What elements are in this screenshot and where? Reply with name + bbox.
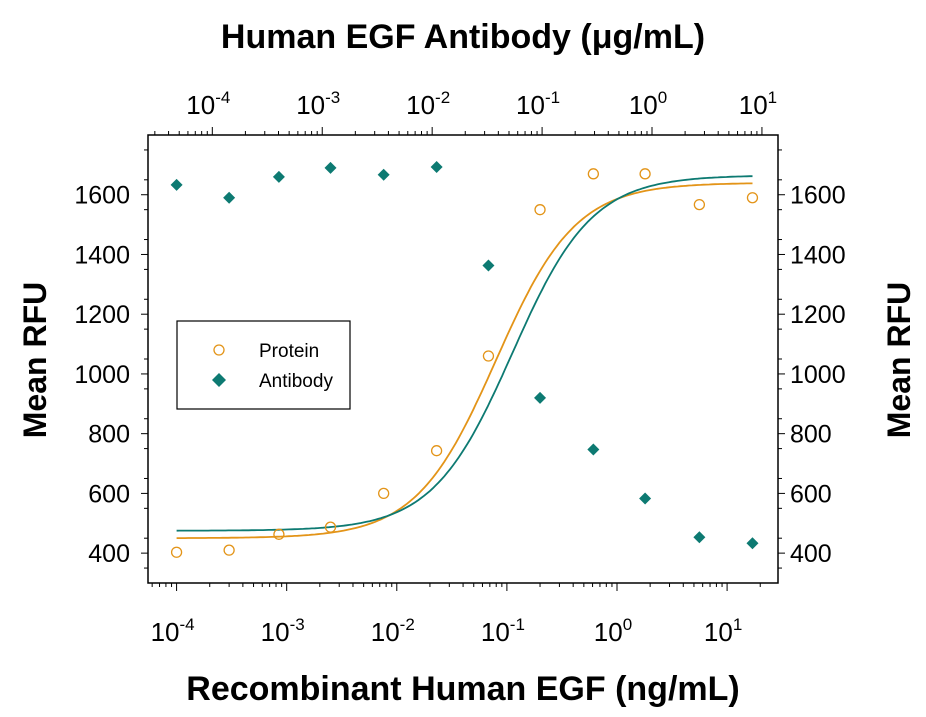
y-tick-label-right: 1600: [790, 182, 846, 210]
data-point-antibody: [587, 443, 600, 456]
data-point-antibody: [272, 170, 285, 183]
legend-box: [176, 320, 351, 410]
fit-curve-antibody: [176, 175, 753, 532]
data-point-protein: [639, 168, 651, 180]
y-axis-title-right: Mean RFU: [881, 282, 917, 438]
top-x-tick-label: 10-1: [516, 88, 560, 120]
y-tick-label-left: 400: [88, 540, 130, 568]
data-point-antibody: [324, 161, 337, 174]
data-point-protein: [378, 487, 390, 500]
x-tick-label: 10-2: [371, 615, 415, 647]
data-point-antibody: [430, 160, 443, 173]
data-point-protein: [170, 546, 183, 558]
data-point-protein: [482, 350, 495, 362]
data-point-protein: [693, 198, 706, 211]
top-x-tick-label: 10-3: [296, 88, 340, 120]
x-tick-label: 10-4: [151, 615, 195, 647]
top-x-tick-label: 100: [629, 88, 667, 120]
y-tick-label-right: 800: [790, 421, 832, 449]
y-tick-label-right: 1400: [790, 241, 846, 269]
data-point-antibody: [534, 391, 547, 404]
y-tick-label-left: 1200: [74, 301, 130, 329]
y-tick-label-left: 1600: [74, 182, 130, 210]
legend-label-antibody: Antibody: [259, 371, 333, 392]
x-tick-label: 10-1: [481, 615, 525, 647]
y-tick-label-right: 600: [790, 480, 832, 508]
x-axis-title: Recombinant Human EGF (ng/mL): [186, 670, 739, 708]
data-point-protein: [324, 521, 337, 533]
data-point-protein: [273, 528, 285, 540]
legend-label-protein: Protein: [259, 341, 319, 362]
legend-marker-antibody: [212, 373, 226, 387]
data-point-protein: [534, 204, 546, 216]
data-point-protein: [223, 544, 235, 556]
fit-curve-protein: [176, 182, 753, 539]
x-tick-label: 10-3: [261, 615, 305, 647]
y-tick-label-right: 400: [790, 540, 832, 568]
top-axis-title: Human EGF Antibody (μg/mL): [221, 18, 705, 56]
y-tick-label-right: 1200: [790, 301, 846, 329]
top-x-tick-label: 10-4: [186, 88, 230, 120]
data-point-antibody: [693, 531, 706, 544]
data-point-antibody: [746, 537, 759, 550]
data-point-protein: [430, 445, 443, 457]
data-point-antibody: [223, 191, 236, 204]
top-x-tick-label: 10-2: [406, 88, 450, 120]
legend-marker-protein: [213, 344, 225, 356]
data-point-antibody: [377, 168, 390, 181]
top-x-tick-label: 101: [739, 88, 777, 120]
data-point-antibody: [482, 259, 495, 272]
legend: Protein Antibody: [176, 320, 351, 410]
data-point-antibody: [639, 492, 652, 505]
y-tick-label-left: 600: [88, 480, 130, 508]
y-tick-label-left: 1400: [74, 241, 130, 269]
x-tick-label: 101: [704, 615, 742, 647]
y-tick-label-left: 1000: [74, 361, 130, 389]
x-tick-label: 100: [594, 615, 632, 647]
y-tick-label-left: 800: [88, 421, 130, 449]
data-point-antibody: [170, 178, 183, 191]
y-tick-label-right: 1000: [790, 361, 846, 389]
y-axis-title-left: Mean RFU: [17, 282, 53, 438]
data-point-protein: [587, 168, 600, 180]
data-point-protein: [746, 192, 759, 204]
